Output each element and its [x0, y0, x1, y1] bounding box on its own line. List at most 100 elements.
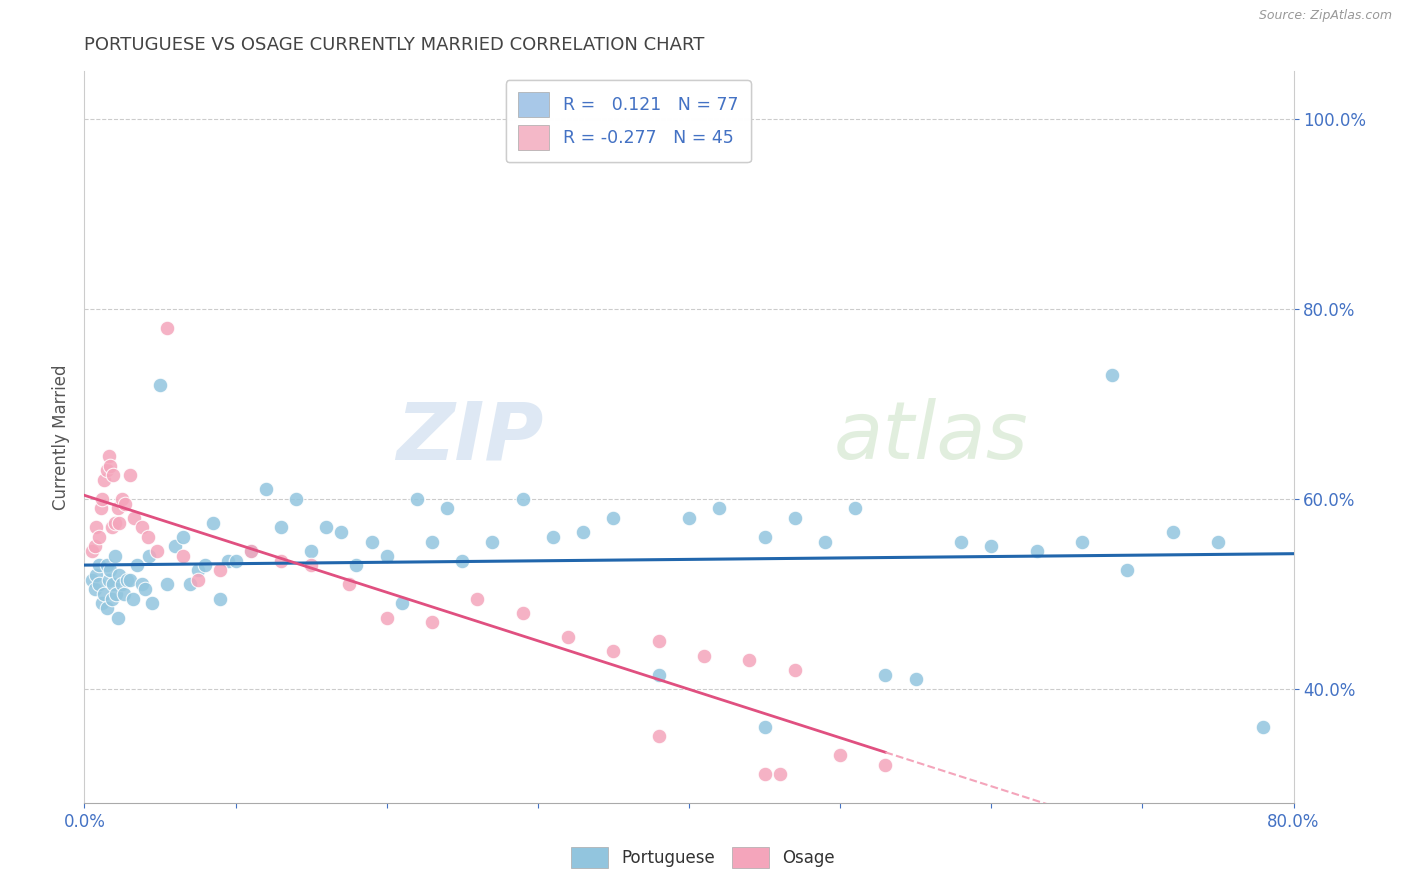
Point: [97, 449, 120, 463]
Point: [330, 524, 353, 539]
Point: [107, 501, 129, 516]
Point: [209, 563, 232, 577]
Point: [131, 520, 153, 534]
Point: [980, 539, 1002, 553]
Point: [100, 520, 122, 534]
Legend: Portuguese, Osage: Portuguese, Osage: [565, 840, 841, 875]
Point: [783, 511, 806, 525]
Point: [754, 720, 776, 734]
Point: [738, 653, 761, 667]
Point: [84, 539, 107, 553]
Point: [678, 511, 700, 525]
Point: [101, 577, 124, 591]
Text: PORTUGUESE VS OSAGE CURRENTLY MARRIED CORRELATION CHART: PORTUGUESE VS OSAGE CURRENTLY MARRIED CO…: [84, 36, 704, 54]
Point: [875, 667, 897, 681]
Point: [179, 577, 201, 591]
Point: [111, 491, 134, 506]
Point: [754, 767, 776, 781]
Point: [391, 596, 413, 610]
Point: [1206, 534, 1229, 549]
Text: ZIP: ZIP: [396, 398, 544, 476]
Point: [93, 473, 115, 487]
Point: [647, 729, 671, 743]
Point: [754, 530, 776, 544]
Point: [557, 630, 579, 644]
Point: [602, 511, 624, 525]
Point: [98, 563, 121, 577]
Point: [80, 544, 103, 558]
Point: [217, 553, 239, 567]
Point: [512, 606, 534, 620]
Point: [299, 558, 322, 573]
Point: [270, 553, 292, 567]
Point: [138, 549, 160, 563]
Point: [89, 558, 111, 573]
Point: [194, 558, 217, 573]
Point: [86, 567, 108, 582]
Point: [693, 648, 716, 663]
Point: [254, 483, 277, 497]
Point: [239, 544, 262, 558]
Point: [93, 587, 115, 601]
Point: [375, 549, 398, 563]
Point: [91, 491, 114, 506]
Point: [436, 501, 458, 516]
Point: [830, 748, 852, 763]
Point: [105, 587, 128, 601]
Point: [156, 321, 179, 335]
Point: [406, 491, 429, 506]
Point: [187, 563, 209, 577]
Text: Source: ZipAtlas.com: Source: ZipAtlas.com: [1258, 9, 1392, 22]
Point: [114, 497, 136, 511]
Point: [1116, 563, 1139, 577]
Point: [104, 549, 127, 563]
Point: [769, 767, 792, 781]
Point: [100, 591, 122, 606]
Point: [149, 377, 172, 392]
Point: [163, 539, 186, 553]
Point: [201, 516, 224, 530]
Point: [239, 544, 262, 558]
Point: [101, 468, 124, 483]
Point: [709, 501, 731, 516]
Point: [1161, 524, 1184, 539]
Point: [98, 458, 121, 473]
Point: [115, 573, 138, 587]
Point: [783, 663, 806, 677]
Point: [541, 530, 564, 544]
Legend: R =   0.121   N = 77, R = -0.277   N = 45: R = 0.121 N = 77, R = -0.277 N = 45: [506, 80, 751, 162]
Point: [86, 520, 108, 534]
Point: [121, 591, 143, 606]
Point: [111, 577, 134, 591]
Point: [1101, 368, 1123, 383]
Point: [602, 644, 624, 658]
Point: [187, 573, 209, 587]
Point: [107, 610, 129, 624]
Point: [134, 582, 156, 596]
Point: [80, 573, 103, 587]
Point: [346, 558, 368, 573]
Point: [1071, 534, 1094, 549]
Point: [284, 491, 308, 506]
Point: [122, 511, 145, 525]
Point: [108, 516, 131, 530]
Point: [118, 573, 141, 587]
Point: [844, 501, 866, 516]
Point: [647, 634, 671, 648]
Point: [1025, 544, 1047, 558]
Point: [136, 530, 159, 544]
Point: [481, 534, 503, 549]
Point: [172, 530, 194, 544]
Text: atlas: atlas: [834, 398, 1029, 476]
Point: [299, 544, 322, 558]
Point: [512, 491, 534, 506]
Point: [360, 534, 382, 549]
Point: [96, 463, 118, 477]
Point: [270, 520, 292, 534]
Point: [467, 591, 489, 606]
Point: [146, 544, 169, 558]
Point: [904, 673, 927, 687]
Point: [89, 577, 111, 591]
Point: [90, 501, 112, 516]
Point: [91, 596, 114, 610]
